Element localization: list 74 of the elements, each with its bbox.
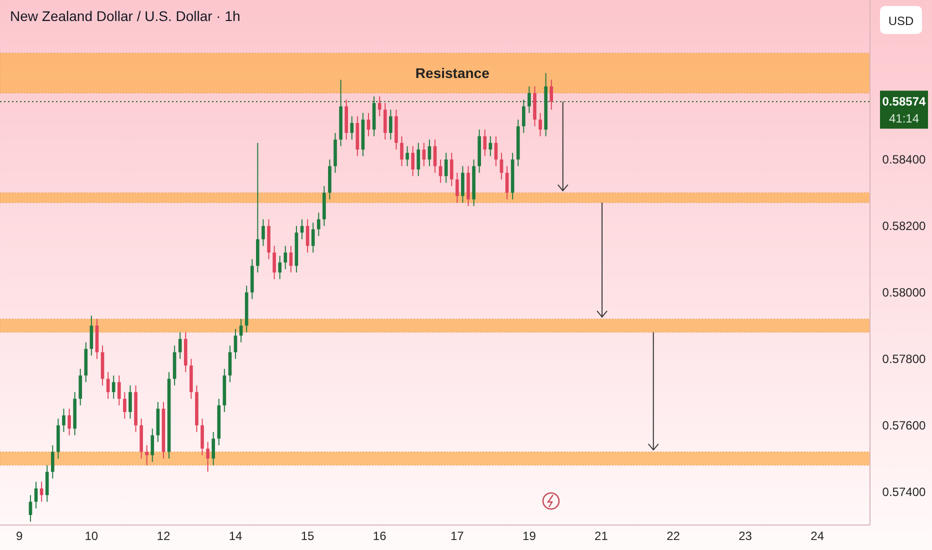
x-tick-label: 12 <box>156 529 170 543</box>
x-tick-label: 19 <box>522 529 536 543</box>
candlestick <box>117 374 121 406</box>
candlestick <box>206 441 210 472</box>
candlestick <box>383 102 387 140</box>
candlestick <box>289 245 293 273</box>
candlestick <box>444 152 448 184</box>
x-tick-label: 23 <box>738 529 752 543</box>
candlestick <box>433 139 437 174</box>
candlestick <box>483 129 487 157</box>
candlestick <box>461 166 464 204</box>
band-label: Resistance <box>415 65 490 82</box>
x-tick-label: 24 <box>810 529 824 543</box>
candlestick <box>212 431 216 466</box>
candlestick <box>528 86 531 114</box>
candlestick <box>200 418 204 456</box>
x-tick-label: 22 <box>666 529 680 543</box>
candlestick <box>422 142 426 167</box>
candlestick <box>28 494 32 522</box>
x-tick-label: 21 <box>594 529 608 543</box>
candlestick <box>45 464 49 502</box>
y-tick-label: 0.57400 <box>882 484 926 499</box>
x-tick-label: 16 <box>372 529 387 543</box>
x-tick-label: 9 <box>16 529 24 543</box>
y-tick-label: 0.57600 <box>882 418 926 432</box>
text: USD <box>888 14 914 28</box>
candlestick <box>406 146 409 167</box>
y-tick-label: 0.58000 <box>882 285 926 300</box>
x-tick-label: 14 <box>228 529 243 543</box>
text: 41:14 <box>888 112 920 126</box>
candlestick <box>456 172 459 204</box>
candlestick <box>150 428 154 462</box>
candlestick <box>428 139 432 167</box>
candlestick <box>262 218 265 246</box>
candlestick <box>522 99 526 134</box>
candlestick <box>411 146 414 177</box>
candlestick <box>306 218 310 254</box>
text: New Zealand Dollar / U.S. Dollar · 1h <box>10 8 240 24</box>
candlestick <box>550 79 554 110</box>
ref-line-label: 0.58574 <box>882 94 926 109</box>
candlestick <box>494 136 498 167</box>
candlestick <box>450 152 454 187</box>
candlestick <box>538 112 542 137</box>
candlestick <box>68 408 71 436</box>
y-tick-label: 0.58200 <box>882 218 926 233</box>
candlestick <box>50 444 54 479</box>
candlestick <box>112 374 116 400</box>
candlestick <box>416 142 420 177</box>
candlestick <box>228 345 232 383</box>
candlestick <box>78 368 82 406</box>
candlestick <box>234 328 238 360</box>
candlestick <box>500 152 504 180</box>
candlestick <box>438 158 442 184</box>
candlestick <box>389 109 392 140</box>
candlestick <box>178 332 182 360</box>
y-tick-label: 0.58400 <box>882 152 926 166</box>
candlestick <box>128 384 132 420</box>
candlestick <box>400 136 404 167</box>
candlestick <box>123 392 126 420</box>
candlestick <box>239 318 243 343</box>
candlestick <box>272 245 276 280</box>
y-tick-label: 0.57800 <box>882 352 926 366</box>
candlestick <box>284 245 288 270</box>
candlestick <box>90 315 94 356</box>
candlestick <box>278 255 282 280</box>
candlestick <box>316 212 320 236</box>
x-tick-label: 17 <box>450 529 464 543</box>
x-tick-label: 10 <box>84 529 98 543</box>
candlestick <box>145 444 149 466</box>
x-tick-label: 15 <box>300 529 315 543</box>
candlestick <box>62 408 66 432</box>
candlestick <box>350 116 354 140</box>
candlestick <box>311 222 315 254</box>
candlestick <box>366 112 370 137</box>
